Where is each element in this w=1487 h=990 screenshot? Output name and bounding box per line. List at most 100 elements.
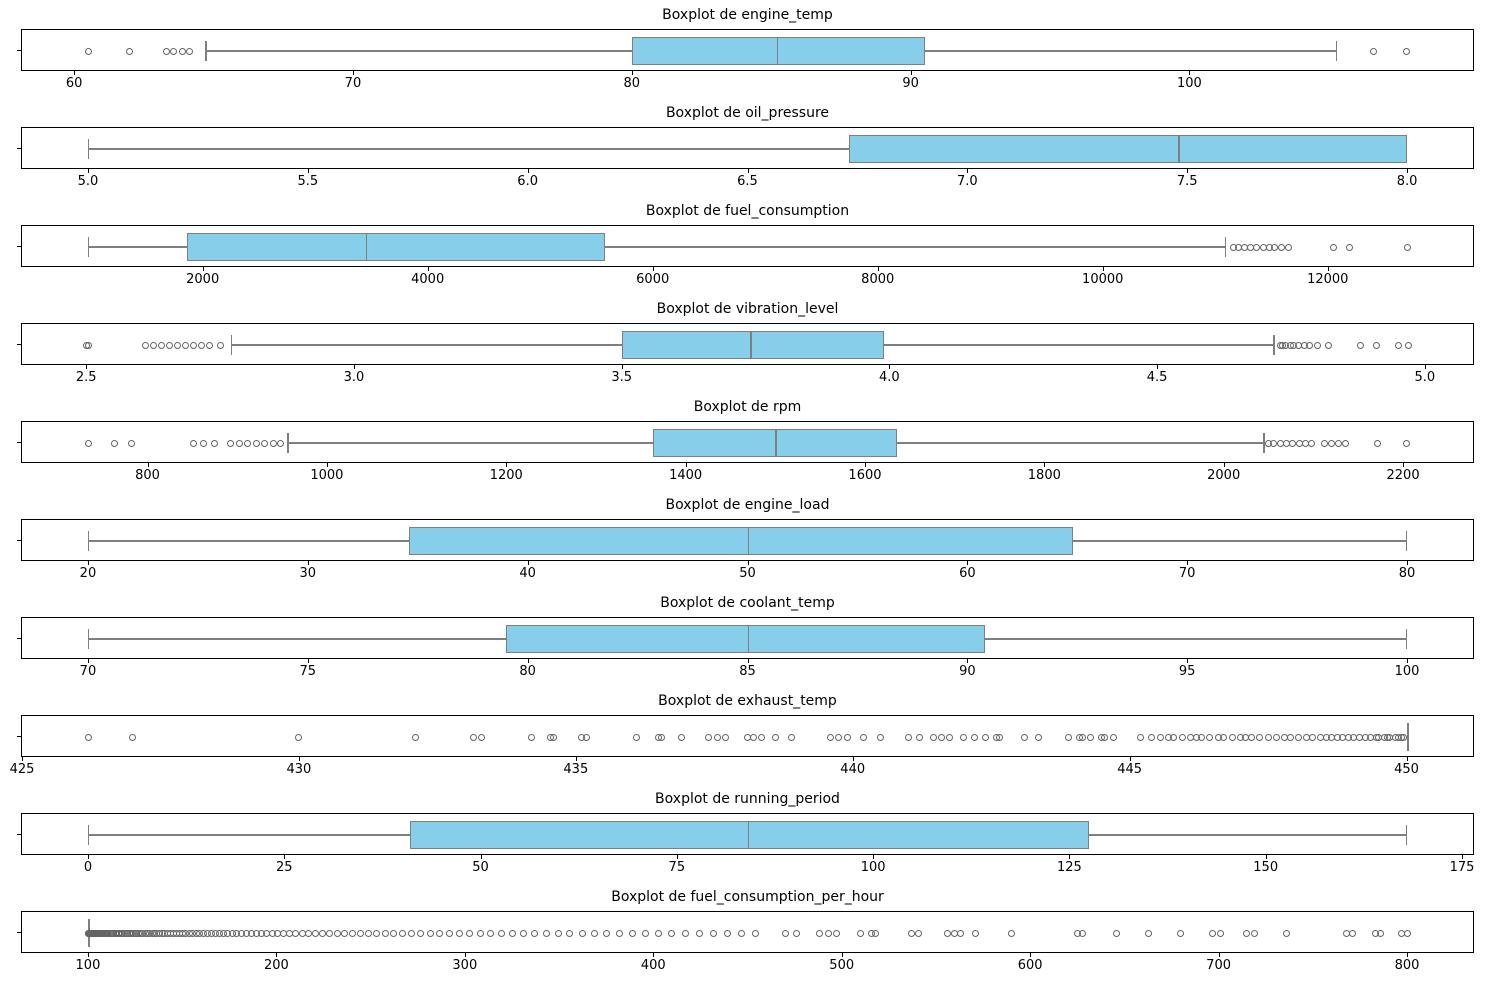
outlier-point — [197, 341, 205, 349]
x-tick — [480, 855, 482, 859]
outlier-point — [668, 929, 676, 937]
whisker-cap-high — [1335, 41, 1338, 61]
iqr-box — [653, 429, 898, 457]
outlier-point — [1264, 733, 1272, 741]
outlier-point — [641, 929, 649, 937]
x-tick — [864, 463, 866, 467]
outlier-point — [326, 929, 334, 937]
outlier-point — [509, 929, 516, 937]
outlier-point — [1377, 929, 1385, 937]
outlier-point — [1342, 439, 1350, 447]
axes-rpm — [21, 421, 1474, 463]
outlier-point — [709, 929, 717, 937]
x-tick-label: 100 — [75, 958, 101, 973]
x-tick-label: 80 — [1398, 566, 1416, 581]
whisker-line-high — [924, 50, 1338, 52]
outlier-point — [1373, 341, 1381, 349]
outlier-point — [1101, 733, 1109, 741]
whisker-cap-high — [1224, 237, 1227, 257]
outlier-point — [1308, 733, 1316, 741]
outlier-point — [815, 929, 823, 937]
x-tick-label: 400 — [640, 958, 666, 973]
outlier-point — [1306, 341, 1314, 349]
x-tick-label: 90 — [902, 76, 919, 91]
outlier-point — [628, 929, 636, 937]
outlier-point — [1403, 439, 1411, 447]
x-tick-label: 7.0 — [957, 174, 978, 189]
outlier-point — [566, 929, 574, 937]
outlier-point — [583, 733, 591, 741]
x-tick — [527, 169, 529, 173]
outlier-point — [1320, 439, 1328, 447]
outlier-point — [426, 929, 434, 937]
x-tick — [1223, 463, 1225, 467]
outlier-point — [1329, 243, 1337, 251]
outlier-point — [1156, 733, 1164, 741]
outlier-point — [411, 733, 419, 741]
outlier-point — [1209, 929, 1217, 937]
outlier-point — [971, 733, 979, 741]
outlier-point — [298, 929, 306, 937]
x-tick-label: 425 — [9, 762, 35, 777]
x-tick — [464, 953, 466, 957]
x-tick-label: 5.0 — [1414, 370, 1436, 385]
outlier-point — [417, 929, 425, 937]
outlier-point — [825, 929, 833, 937]
x-tick — [427, 267, 429, 271]
x-tick — [22, 757, 23, 761]
outlier-point — [149, 341, 157, 349]
outlier-point — [1246, 243, 1254, 251]
outlier-point — [792, 929, 800, 937]
subplot-title: Boxplot de coolant_temp — [660, 595, 835, 611]
outlier-point — [705, 733, 713, 741]
median-line — [1178, 135, 1180, 163]
median-line — [747, 821, 749, 849]
outlier-point — [199, 439, 207, 447]
y-tick — [17, 344, 21, 346]
x-tick — [1044, 463, 1046, 467]
subplot-title: Boxplot de engine_load — [665, 497, 830, 513]
outlier-point — [677, 733, 685, 741]
outlier-point — [110, 439, 118, 447]
x-tick-label: 60 — [959, 566, 976, 581]
outlier-point — [126, 47, 134, 55]
x-tick — [1424, 365, 1426, 369]
x-tick-label: 1000 — [310, 468, 344, 483]
outlier-point — [295, 733, 303, 741]
iqr-box — [1406, 723, 1409, 751]
outlier-point — [907, 929, 915, 937]
outlier-point — [995, 733, 1003, 741]
x-tick — [1403, 463, 1405, 467]
x-tick — [87, 855, 89, 859]
outlier-point — [578, 929, 586, 937]
whisker-line-high — [1089, 834, 1408, 836]
subplot-title: Boxplot de exhaust_temp — [658, 693, 837, 709]
outlier-point — [1020, 733, 1028, 741]
outlier-point — [478, 733, 486, 741]
subplot-title: Boxplot de running_period — [655, 791, 840, 807]
subplot-title: Boxplot de fuel_consumption — [645, 203, 850, 219]
x-tick-label: 2000 — [1207, 468, 1241, 483]
x-tick — [877, 267, 879, 271]
axes-coolant_temp — [21, 617, 1474, 659]
whisker-cap-low — [87, 139, 90, 159]
x-tick-label: 445 — [1117, 762, 1143, 777]
axes-oil_pressure — [21, 127, 1474, 169]
outlier-point — [832, 929, 840, 937]
outlier-point — [1308, 439, 1316, 447]
outlier-point — [1228, 733, 1236, 741]
iqr-box — [621, 331, 885, 359]
outlier-point — [1374, 439, 1382, 447]
x-tick-label: 95 — [1178, 664, 1196, 679]
x-tick — [74, 71, 76, 75]
outlier-point — [1220, 733, 1228, 741]
outlier-point — [390, 929, 398, 937]
x-tick-label: 440 — [840, 762, 866, 777]
iqr-box — [505, 625, 985, 653]
outlier-point — [1394, 341, 1402, 349]
x-tick — [1157, 365, 1159, 369]
y-tick — [17, 736, 21, 738]
outlier-point — [498, 929, 506, 937]
axes-running_period — [21, 813, 1474, 855]
